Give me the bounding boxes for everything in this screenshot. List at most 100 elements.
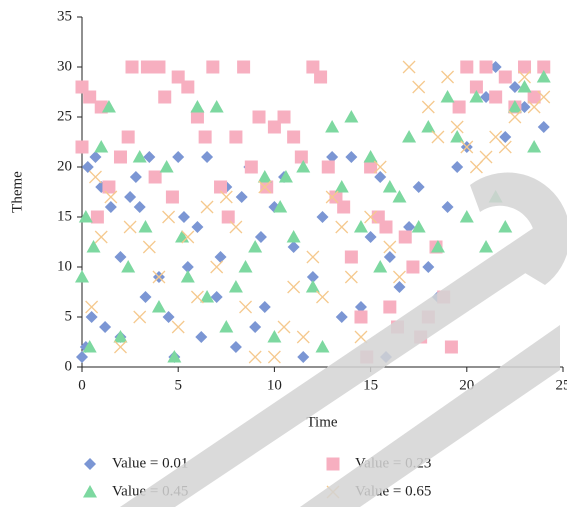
square-point bbox=[171, 70, 185, 84]
cross-point bbox=[537, 90, 551, 104]
triangle-point bbox=[305, 280, 320, 293]
diamond-point bbox=[258, 301, 271, 313]
triangle-point bbox=[382, 180, 397, 193]
diamond-point bbox=[287, 241, 300, 253]
cross-point bbox=[354, 330, 368, 344]
cross-point bbox=[162, 210, 176, 224]
square-point bbox=[537, 60, 551, 74]
diamond-point bbox=[354, 301, 367, 313]
square-point bbox=[181, 80, 195, 94]
triangle-point bbox=[411, 220, 426, 233]
triangle-point bbox=[334, 180, 349, 193]
square-point bbox=[277, 110, 291, 124]
diamond-point bbox=[210, 291, 223, 303]
triangle-point bbox=[248, 240, 263, 253]
square-point bbox=[314, 70, 328, 84]
square-point bbox=[489, 90, 503, 104]
square-point bbox=[252, 110, 266, 124]
cross-point bbox=[210, 260, 224, 274]
diamond-point bbox=[133, 201, 146, 213]
square-point bbox=[206, 60, 220, 74]
square-point bbox=[113, 150, 127, 164]
triangle-point bbox=[421, 120, 436, 133]
cross-point bbox=[114, 340, 127, 354]
diamond-point bbox=[489, 61, 502, 73]
triangle-point bbox=[75, 270, 89, 283]
cross-point bbox=[219, 190, 233, 204]
triangle-point bbox=[536, 70, 551, 83]
cross-point bbox=[104, 190, 118, 204]
square-point bbox=[140, 60, 154, 74]
cross-point bbox=[94, 230, 108, 244]
cross-point bbox=[229, 220, 243, 234]
cross-point bbox=[364, 210, 378, 224]
cross-point bbox=[508, 110, 522, 124]
square-point bbox=[469, 80, 483, 94]
diamond-point bbox=[143, 151, 156, 163]
diamond-point bbox=[364, 231, 377, 243]
triangle-point bbox=[315, 340, 330, 353]
triangle-point bbox=[94, 140, 109, 153]
square-point bbox=[518, 60, 532, 74]
diamond-point bbox=[345, 151, 358, 163]
diamond-point bbox=[81, 161, 94, 173]
triangle-point bbox=[517, 80, 532, 93]
square-point bbox=[221, 210, 235, 224]
triangle-point bbox=[138, 220, 153, 233]
square-point bbox=[267, 120, 281, 134]
square-point bbox=[383, 300, 397, 314]
y-tick-label: 35 bbox=[57, 8, 72, 24]
triangle-point bbox=[498, 220, 513, 233]
cross-point bbox=[171, 320, 185, 334]
watermark bbox=[120, 172, 567, 507]
square-point bbox=[371, 210, 385, 224]
x-tick-label: 25 bbox=[556, 377, 567, 393]
triangle-point bbox=[82, 340, 97, 353]
square-point bbox=[121, 130, 135, 144]
cross-point bbox=[181, 230, 195, 244]
y-tick-label: 25 bbox=[57, 108, 72, 124]
square-point bbox=[165, 190, 179, 204]
triangle-point bbox=[430, 240, 445, 253]
diamond-point bbox=[451, 161, 464, 173]
square-point bbox=[90, 210, 104, 224]
triangle-point bbox=[78, 210, 93, 223]
square-point bbox=[452, 100, 466, 114]
y-tick-label: 20 bbox=[57, 158, 72, 174]
triangle-point bbox=[200, 290, 215, 303]
triangle-point bbox=[238, 260, 253, 273]
triangle-point bbox=[180, 270, 195, 283]
diamond-point bbox=[508, 81, 521, 93]
cross-point bbox=[267, 350, 281, 364]
diamond-point bbox=[412, 181, 425, 193]
diamond-point bbox=[249, 321, 262, 333]
triangle-point bbox=[402, 130, 417, 143]
diamond-point bbox=[195, 331, 208, 343]
diamond-point bbox=[229, 341, 242, 353]
legend-marker bbox=[83, 485, 97, 498]
cross-point bbox=[133, 310, 147, 324]
square-point bbox=[294, 150, 308, 164]
cross-point bbox=[518, 70, 531, 84]
legend-label: Value = 0.01 bbox=[112, 455, 188, 471]
diamond-point bbox=[326, 151, 339, 163]
diamond-point bbox=[383, 251, 396, 263]
diamond-point bbox=[124, 191, 137, 203]
triangle-point bbox=[507, 100, 522, 113]
cross-point bbox=[431, 130, 445, 144]
cross-point bbox=[258, 180, 272, 194]
triangle-point bbox=[363, 150, 378, 163]
cross-point bbox=[316, 290, 329, 304]
triangle-point bbox=[167, 350, 182, 363]
diamond-point bbox=[480, 91, 493, 103]
square-point bbox=[158, 90, 172, 104]
diamond-point bbox=[114, 251, 127, 263]
square-point bbox=[229, 130, 243, 144]
diamond-point bbox=[191, 221, 204, 233]
x-tick-label: 10 bbox=[267, 377, 282, 393]
diamond-point bbox=[99, 321, 112, 333]
diamond-point bbox=[85, 311, 98, 323]
y-axis-label: Theme bbox=[9, 171, 25, 213]
